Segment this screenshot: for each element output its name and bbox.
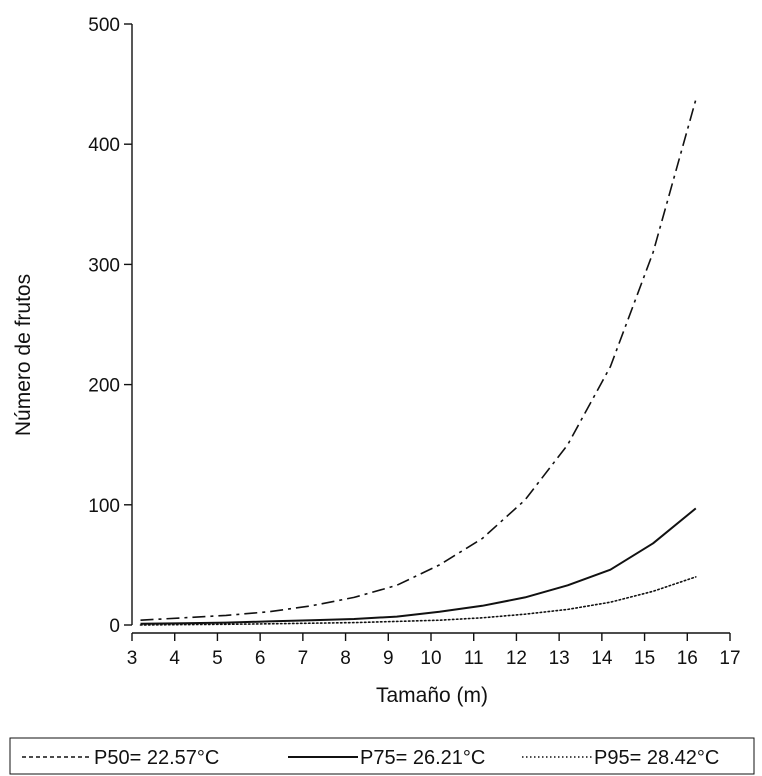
legend-label: P50= 22.57°C	[94, 747, 219, 769]
legend-label: P75= 26.21°C	[360, 747, 485, 769]
x-axis-title: Tamaño (m)	[376, 684, 488, 707]
x-tick-label: 10	[420, 648, 441, 669]
x-tick-label: 4	[169, 648, 180, 669]
series-line	[140, 507, 697, 625]
y-tick-label: 300	[88, 255, 120, 276]
x-tick-label: 12	[506, 648, 527, 669]
x-tick-label: 17	[719, 648, 740, 669]
series-layer	[139, 99, 697, 626]
series-line	[139, 576, 697, 626]
x-tick-label: 8	[340, 648, 351, 669]
x-tick-label: 13	[549, 648, 570, 669]
x-tick-label: 14	[591, 648, 613, 669]
x-tick-label: 9	[383, 648, 394, 669]
x-tick-label: 6	[255, 648, 266, 669]
y-tick-label: 0	[109, 616, 120, 637]
y-tick-label: 200	[88, 376, 120, 397]
y-axis-title: Número de frutos	[12, 274, 35, 436]
x-tick-label: 7	[298, 648, 309, 669]
x-tick-label: 16	[677, 648, 698, 669]
series-line	[140, 99, 697, 621]
x-tick-label: 11	[464, 648, 484, 669]
legend-label: P95= 28.42°C	[594, 747, 719, 769]
x-tick-label: 15	[634, 648, 655, 669]
legend: P50= 22.57°C P75= 26.21°C P95= 28.42°C	[9, 737, 755, 775]
axes: 0 100 200 300 400 500 3 4 5 6 7 8 9 10 11 12 13 14 15 16 17	[88, 15, 740, 669]
x-tick-label: 5	[212, 648, 223, 669]
y-tick-label: 100	[88, 496, 120, 517]
y-tick-label: 400	[88, 135, 120, 156]
x-tick-label: 3	[127, 648, 138, 669]
y-tick-label: 500	[88, 15, 120, 36]
legend-box	[9, 737, 755, 775]
